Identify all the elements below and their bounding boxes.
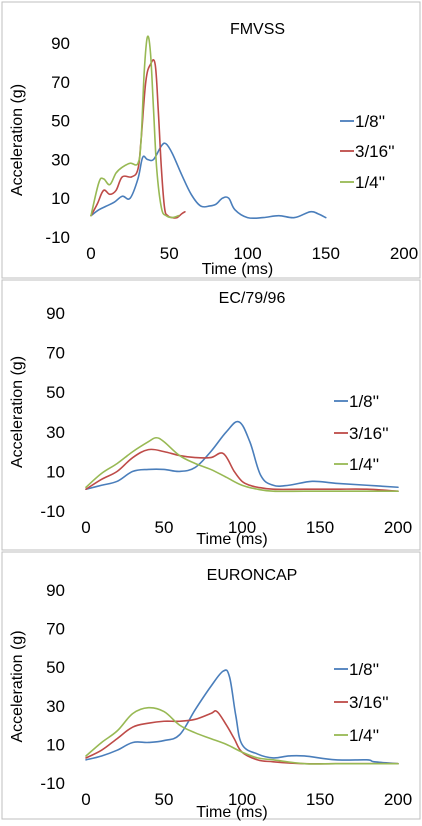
legend-label: 1/8'' (349, 392, 379, 411)
x-tick-label: 0 (86, 244, 95, 263)
y-tick-label: -10 (45, 228, 70, 247)
y-axis-title: Acceleration (g) (9, 630, 26, 742)
y-tick-label: 90 (46, 304, 65, 323)
y-axis-title: Acceleration (g) (9, 356, 26, 468)
series-line-3 (85, 706, 399, 765)
y-tick-label: 10 (51, 189, 70, 208)
y-tick-label: 30 (46, 697, 65, 716)
x-tick-label: 50 (155, 518, 174, 537)
chart-panel-1: FMVSS -10 10 30 50 70 90 0 50 100 150 200 Time (ms) A… (1, 1, 421, 279)
y-tick-label: 90 (51, 34, 70, 53)
panel-border (1, 551, 421, 820)
x-tick-label: 100 (233, 244, 261, 263)
legend-label: 1/4'' (349, 726, 379, 745)
chart-panel-2: EC/79/96 -10 10 30 50 70 90 0 50 100 150 200 Time (m… (1, 279, 421, 551)
panel-border (1, 1, 421, 279)
series-line-3 (85, 436, 399, 493)
y-axis-title: Acceleration (g) (9, 84, 26, 196)
x-tick-label: 200 (390, 244, 418, 263)
legend-label: 1/4'' (355, 173, 385, 192)
panel-border (1, 279, 421, 551)
x-tick-label: 0 (81, 518, 90, 537)
y-tick-label: 90 (46, 581, 65, 600)
series-line-1 (85, 420, 399, 491)
chart-panel-3: EURONCAP -10 10 30 50 70 90 0 50 100 150 200 Time (m… (1, 551, 421, 821)
x-tick-label: 0 (81, 790, 90, 809)
y-tick-label: 70 (46, 620, 65, 639)
series-line-2 (90, 59, 186, 219)
y-tick-label: 70 (46, 344, 65, 363)
x-tick-label: 200 (384, 518, 412, 537)
legend-label: 1/4'' (349, 455, 379, 474)
y-tick-label: 50 (46, 383, 65, 402)
chart-title: FMVSS (230, 21, 285, 38)
x-tick-label: 100 (228, 790, 256, 809)
legend-label: 3/16'' (355, 142, 395, 161)
x-tick-label: 150 (306, 518, 334, 537)
x-tick-label: 200 (384, 790, 412, 809)
y-tick-label: 50 (51, 112, 70, 131)
x-tick-label: 50 (160, 244, 179, 263)
x-tick-label: 150 (306, 790, 334, 809)
chart-title: EURONCAP (207, 567, 298, 584)
x-tick-label: 150 (312, 244, 340, 263)
y-tick-label: 70 (51, 73, 70, 92)
chart-title: EC/79/96 (219, 290, 286, 307)
series-line-2 (85, 448, 399, 492)
x-tick-label: 50 (155, 790, 174, 809)
y-tick-label: 30 (51, 150, 70, 169)
y-tick-label: 10 (46, 735, 65, 754)
y-tick-label: -10 (40, 774, 65, 793)
x-axis-title: Time (ms) (196, 804, 267, 821)
x-axis-title: Time (ms) (202, 261, 273, 278)
legend-label: 1/8'' (355, 112, 385, 131)
series-line-3 (90, 35, 180, 219)
y-tick-label: 10 (46, 462, 65, 481)
x-axis-title: Time (ms) (196, 531, 267, 548)
legend-label: 3/16'' (349, 424, 389, 443)
legend-label: 1/8'' (349, 660, 379, 679)
y-tick-label: -10 (40, 502, 65, 521)
series-line-1 (85, 669, 399, 765)
series-line-1 (90, 142, 327, 220)
x-tick-label: 100 (228, 518, 256, 537)
y-tick-label: 30 (46, 423, 65, 442)
y-tick-label: 50 (46, 658, 65, 677)
legend-label: 3/16'' (349, 693, 389, 712)
